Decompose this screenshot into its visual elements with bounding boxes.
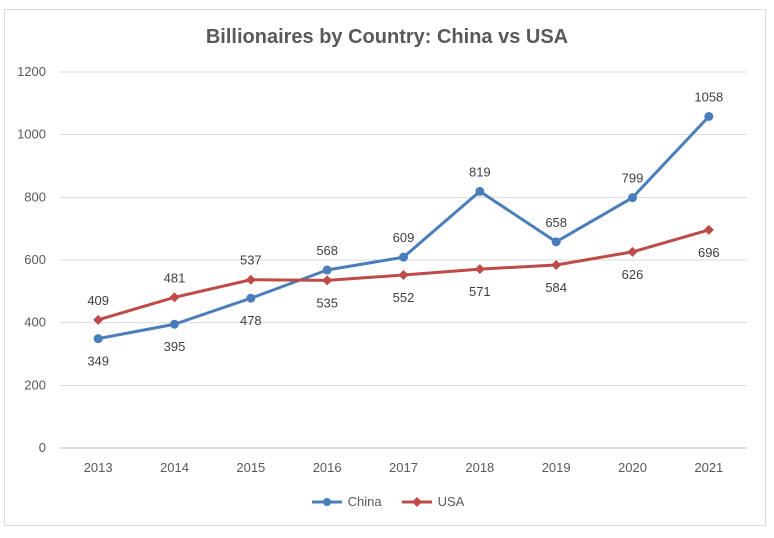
point-usa — [245, 274, 256, 285]
data-label-usa: 696 — [698, 245, 720, 260]
y-tick-label: 400 — [24, 315, 46, 330]
point-china — [399, 252, 408, 262]
data-label-china: 799 — [622, 171, 644, 186]
point-china — [93, 334, 103, 344]
data-label-usa: 626 — [622, 267, 644, 282]
data-label-usa: 571 — [469, 284, 491, 299]
y-tick-label: 0 — [39, 440, 46, 455]
x-tick-label: 2021 — [694, 460, 723, 475]
legend-swatch-usa — [401, 496, 432, 507]
data-label-usa: 481 — [164, 270, 186, 285]
y-tick-label: 1000 — [17, 127, 46, 142]
data-label-china: 1058 — [694, 89, 723, 104]
data-label-usa: 552 — [393, 290, 415, 305]
x-tick-label: 2013 — [84, 460, 113, 475]
y-tick-label: 1200 — [17, 64, 46, 79]
data-label-china: 819 — [469, 164, 491, 179]
point-china — [628, 193, 637, 203]
chart-frame — [4, 9, 766, 526]
data-label-china: 395 — [164, 339, 186, 354]
legend-label: China — [347, 494, 382, 509]
point-usa — [93, 314, 104, 325]
data-label-china: 478 — [240, 313, 262, 328]
y-tick-label: 600 — [24, 252, 46, 267]
point-usa — [322, 275, 333, 286]
x-tick-label: 2018 — [465, 460, 494, 475]
x-tick-label: 2017 — [389, 460, 418, 475]
x-tick-label: 2015 — [236, 460, 265, 475]
point-usa — [627, 246, 638, 257]
chart-title: Billionaires by Country: China vs USA — [205, 26, 569, 48]
x-tick-label: 2016 — [313, 460, 342, 475]
point-usa — [398, 270, 409, 281]
legend-item-usa: USA — [400, 494, 465, 509]
y-tick-label: 200 — [24, 377, 46, 392]
legend-label: USA — [437, 494, 465, 509]
legend-item-china: China — [310, 494, 382, 509]
point-usa — [474, 264, 485, 275]
point-china — [475, 186, 485, 196]
legend: China USA — [0, 494, 774, 509]
point-usa — [169, 292, 180, 303]
y-tick-label: 800 — [24, 189, 46, 204]
x-axis-ticks: 2013 2014 2015 2016 2017 2018 2019 2020 2021 — [84, 460, 724, 475]
point-china — [551, 237, 561, 247]
data-label-china: 349 — [87, 354, 109, 369]
legend-swatch-china — [311, 497, 342, 506]
data-labels: 349 395 478 568 609 819 658 799 1058 409 481 537 535… — [87, 89, 723, 368]
point-china — [246, 293, 256, 303]
point-china — [704, 111, 714, 121]
point-china — [322, 265, 332, 275]
data-label-usa: 409 — [87, 293, 109, 308]
y-axis-ticks: 0 200 400 600 800 1000 1200 — [17, 64, 46, 455]
x-tick-label: 2020 — [618, 460, 647, 475]
data-label-usa: 537 — [240, 253, 262, 268]
data-label-china: 609 — [393, 230, 415, 245]
point-usa — [703, 224, 714, 235]
data-label-china: 568 — [316, 243, 338, 258]
point-usa — [551, 260, 562, 271]
point-china — [170, 319, 179, 329]
gridlines — [60, 71, 747, 449]
series-lines — [96, 114, 711, 341]
data-label-usa: 584 — [545, 280, 567, 295]
series-markers — [93, 111, 714, 344]
series-line-china — [96, 114, 711, 341]
data-label-usa: 535 — [316, 295, 338, 310]
data-label-china: 658 — [545, 215, 567, 230]
x-tick-label: 2014 — [160, 460, 189, 475]
x-tick-label: 2019 — [542, 460, 571, 475]
